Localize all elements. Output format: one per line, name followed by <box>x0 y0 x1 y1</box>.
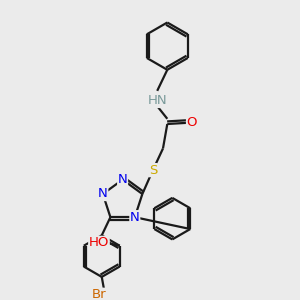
Text: Br: Br <box>92 288 106 300</box>
Text: N: N <box>130 211 140 224</box>
Text: HO: HO <box>89 236 109 249</box>
Text: S: S <box>149 164 157 177</box>
Text: N: N <box>118 173 128 186</box>
Text: O: O <box>187 116 197 129</box>
Text: N: N <box>98 188 108 200</box>
Text: HN: HN <box>147 94 167 107</box>
